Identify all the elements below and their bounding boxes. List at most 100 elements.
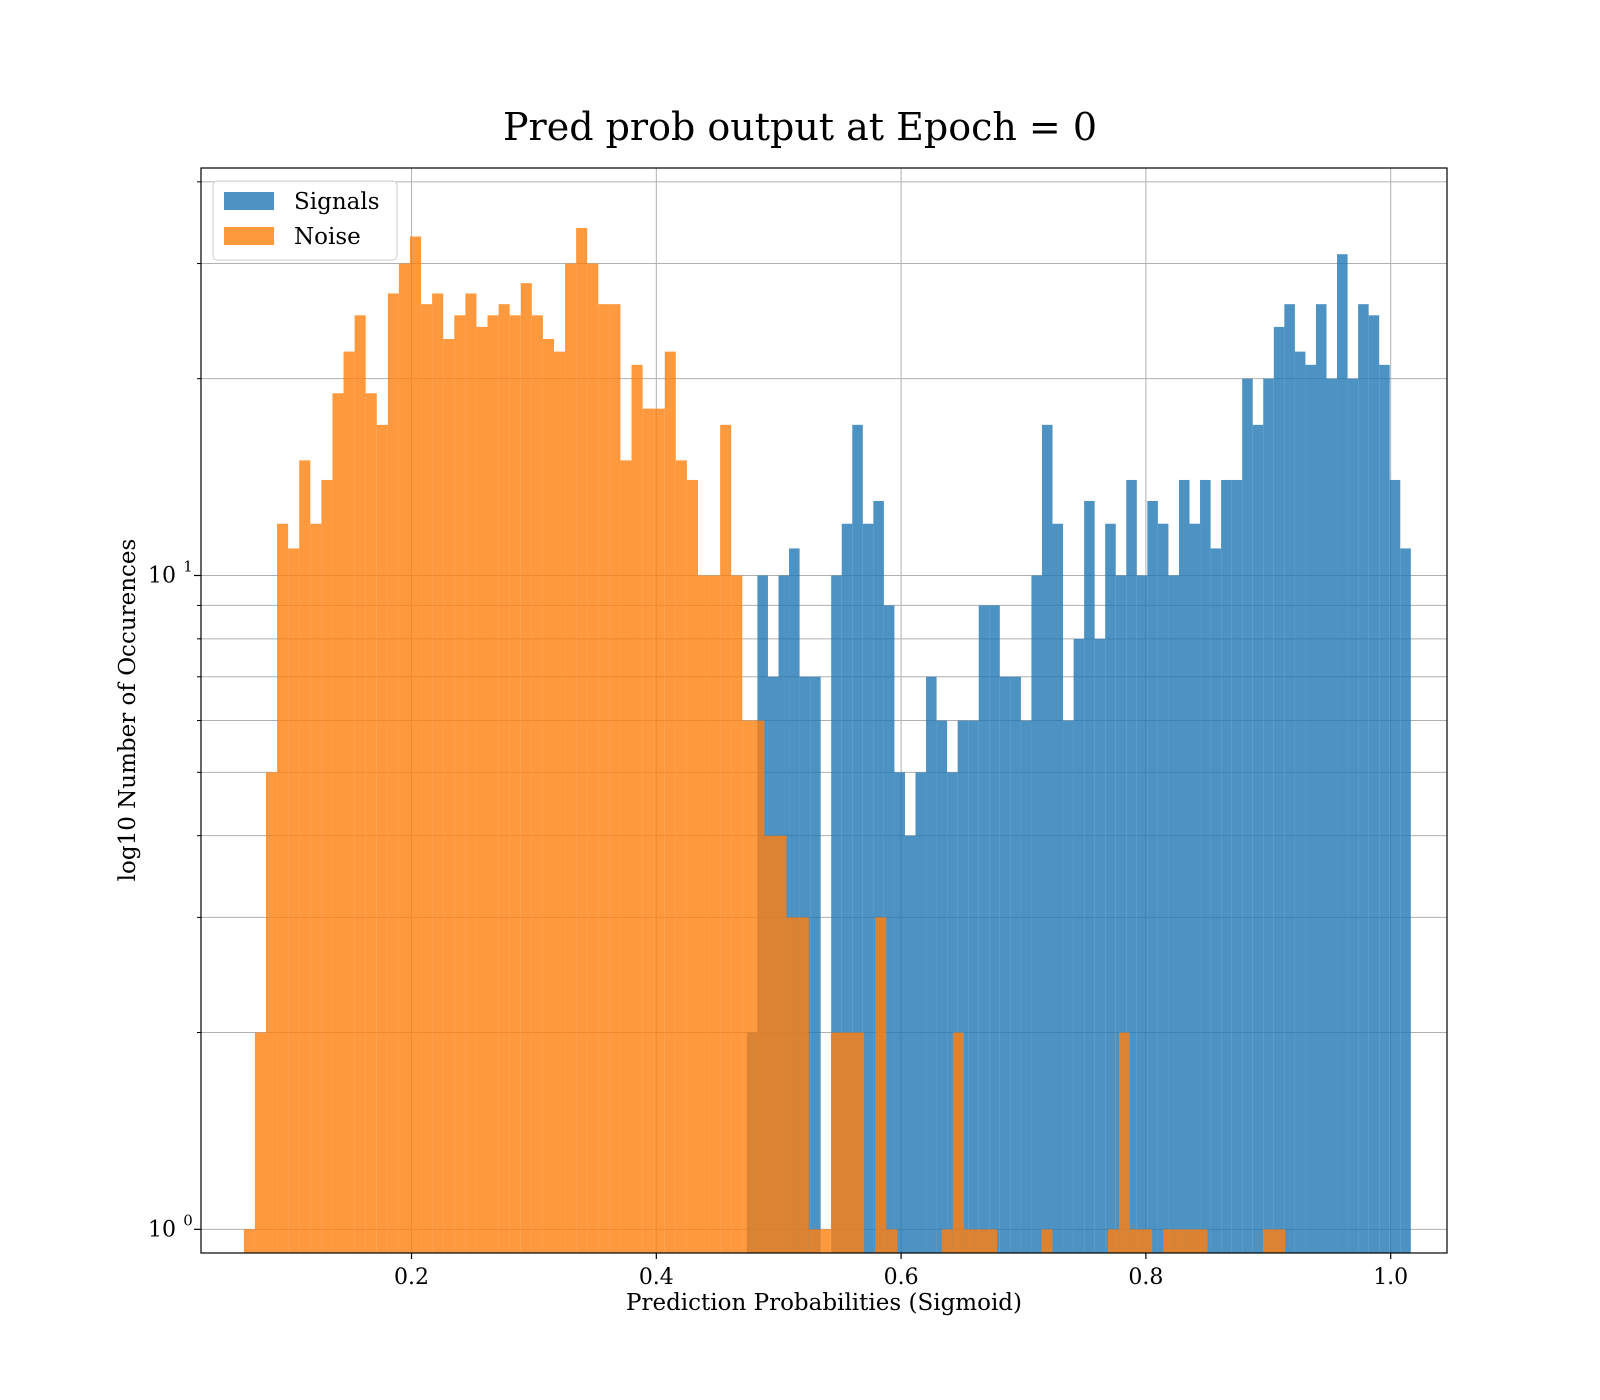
noise-bar	[742, 720, 754, 1253]
noise-bar	[409, 236, 422, 1253]
y-axis-label: log10 Number of Occurences	[115, 539, 141, 882]
noise-bar	[1141, 1229, 1153, 1253]
noise-bar	[565, 263, 577, 1254]
noise-bar	[686, 479, 698, 1253]
noise-bar	[1118, 1032, 1130, 1253]
noise-bar	[332, 393, 344, 1253]
noise-bar	[642, 408, 654, 1253]
noise-bar	[985, 1229, 998, 1253]
signals-bar	[852, 424, 863, 1253]
x-tick-label: 0.6	[884, 1265, 919, 1290]
noise-bar	[476, 326, 488, 1253]
signals-bar	[1200, 479, 1211, 1253]
noise-bar	[1196, 1229, 1208, 1253]
noise-bar	[310, 523, 322, 1253]
noise-bar	[808, 1229, 820, 1253]
bars	[243, 228, 1411, 1254]
noise-bar	[531, 315, 543, 1253]
noise-bar	[797, 917, 809, 1253]
noise-bar	[1041, 1229, 1053, 1253]
signals-bar	[1284, 304, 1295, 1253]
signals-bar	[1294, 351, 1306, 1253]
legend-swatch-signals	[224, 192, 274, 210]
noise-bar	[764, 835, 776, 1253]
noise-bar	[963, 1229, 975, 1253]
signals-bar	[1094, 638, 1106, 1253]
noise-bar	[376, 424, 388, 1253]
y-tick-exponent: 1	[183, 557, 193, 575]
signals-bar	[873, 500, 884, 1253]
signals-bar	[1063, 720, 1074, 1253]
noise-bar	[664, 351, 676, 1253]
noise-bar	[853, 1032, 865, 1253]
signals-bar	[1400, 548, 1411, 1253]
noise-bar	[631, 364, 643, 1253]
signals-bar	[1115, 575, 1127, 1253]
signals-bar	[1168, 575, 1179, 1253]
noise-bar	[487, 315, 499, 1253]
noise-bar	[830, 1032, 842, 1253]
y-tick-label: 10	[148, 1217, 176, 1242]
signals-bar	[1231, 479, 1243, 1253]
noise-bar	[1185, 1229, 1197, 1253]
legend-label-noise: Noise	[294, 224, 361, 250]
signals-bar	[789, 548, 800, 1253]
signals-bar	[1084, 500, 1095, 1253]
signals-bar	[810, 676, 821, 1253]
noise-bar	[321, 479, 333, 1253]
noise-bar	[598, 304, 610, 1253]
noise-bar	[343, 351, 355, 1253]
noise-bar	[1163, 1229, 1175, 1253]
noise-bar	[1129, 1229, 1142, 1253]
noise-bar	[398, 263, 410, 1254]
noise-bar	[609, 304, 621, 1253]
signals-bar	[1263, 378, 1274, 1253]
noise-bar	[288, 548, 300, 1253]
signals-bar	[1031, 575, 1042, 1253]
noise-bar	[265, 772, 278, 1253]
signals-bar	[1157, 523, 1169, 1253]
signals-bar	[947, 772, 958, 1253]
noise-bar	[620, 460, 632, 1254]
signals-bar	[989, 605, 1000, 1253]
noise-bar	[731, 575, 743, 1253]
signals-bar	[1126, 479, 1137, 1253]
noise-bar	[587, 263, 599, 1254]
noise-bar	[432, 293, 444, 1254]
signals-bar	[957, 720, 969, 1253]
x-tick-label: 1.0	[1373, 1265, 1408, 1290]
noise-bar	[786, 917, 798, 1253]
legend-label-signals: Signals	[294, 189, 380, 215]
noise-bar	[720, 424, 732, 1253]
noise-bar	[675, 460, 687, 1254]
signals-bar	[1020, 720, 1032, 1253]
noise-bar	[576, 228, 588, 1253]
noise-bar	[875, 917, 887, 1253]
x-tick-label: 0.4	[639, 1265, 674, 1290]
signals-bar	[1189, 523, 1201, 1253]
signals-bar	[1105, 523, 1116, 1253]
signals-bar	[894, 772, 905, 1253]
series-signals	[746, 254, 1411, 1253]
signals-bar	[1136, 575, 1148, 1253]
noise-bar	[886, 1229, 898, 1253]
signals-bar	[1210, 548, 1222, 1253]
signals-bar	[1315, 304, 1327, 1253]
legend-swatch-noise	[224, 227, 274, 245]
x-tick-label: 0.2	[394, 1265, 429, 1290]
noise-bar	[465, 293, 477, 1254]
noise-bar	[941, 1229, 953, 1253]
signals-bar	[1368, 315, 1380, 1253]
plot-frame	[200, 167, 1448, 1254]
noise-bar	[819, 1229, 831, 1253]
noise-bar	[443, 338, 455, 1253]
noise-bar	[1262, 1229, 1274, 1253]
signals-bar	[1242, 378, 1253, 1253]
noise-bar	[974, 1229, 986, 1253]
axis-ticks: 0.2 0.4 0.6 0.8 1.0 10 0 10 1	[148, 181, 1408, 1290]
signals-bar	[999, 676, 1011, 1253]
signals-bar	[1252, 424, 1264, 1253]
signals-bar	[1347, 378, 1359, 1253]
signals-bar	[883, 605, 895, 1253]
noise-bar	[354, 315, 366, 1253]
